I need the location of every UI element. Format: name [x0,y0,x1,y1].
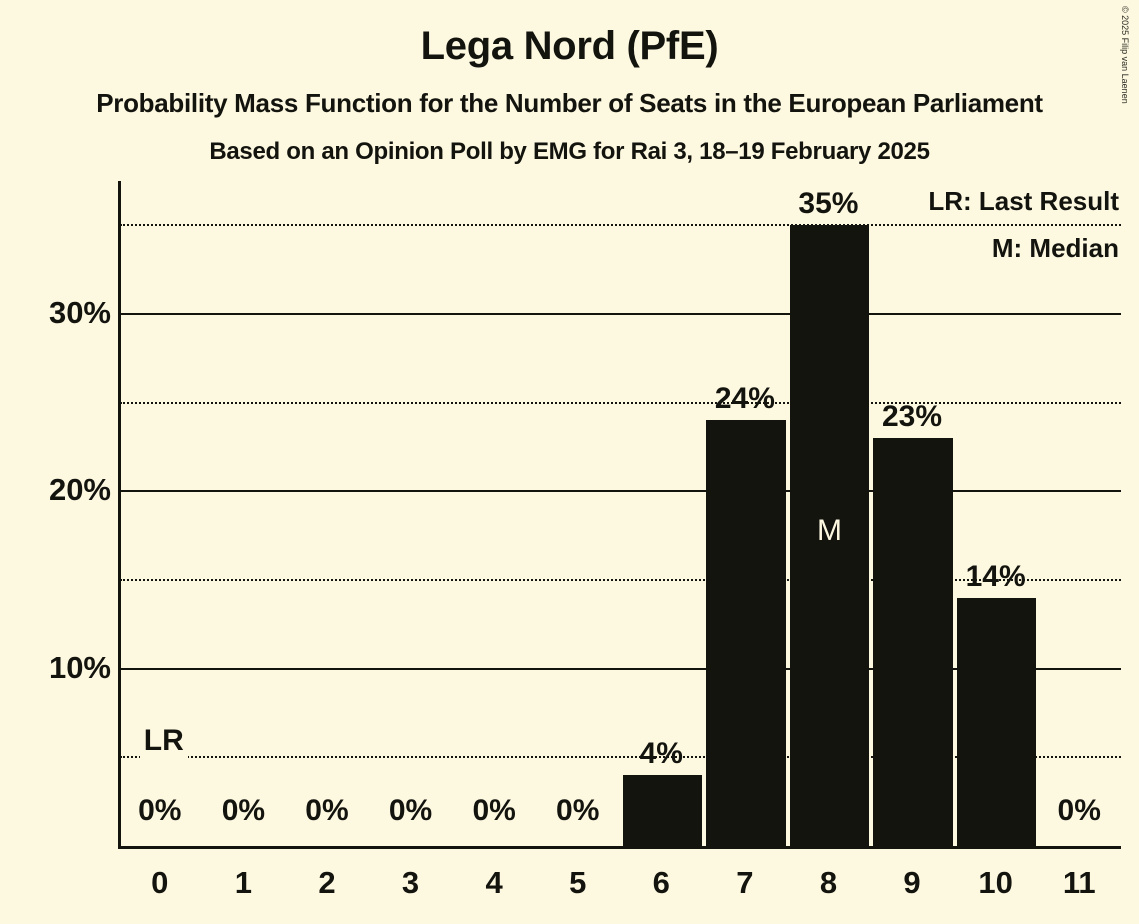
bar[interactable] [706,420,786,846]
gridline-30 [120,313,1121,315]
x-tick-label: 10 [978,865,1013,900]
bar-value-label: 23% [882,400,943,434]
y-tick-label: 30% [48,295,111,330]
x-tick-label: 6 [652,865,670,900]
bar-value-label: 24% [714,382,775,416]
copyright-notice: © 2025 Filip van Laenen [1120,4,1137,134]
bar-value-label: 14% [965,559,1026,593]
bar-value-label: 4% [639,737,683,771]
legend-median: M: Median [991,233,1119,263]
bar-value-label: 0% [472,794,516,827]
bar-value-label: 0% [221,794,266,827]
legend-last-result: LR: Last Result [928,186,1119,216]
bar[interactable] [956,597,1037,846]
x-tick-label: 8 [819,865,838,900]
x-tick-label: 3 [401,865,420,900]
x-tick-label: 11 [1062,865,1096,900]
gridline-5 [120,756,1121,759]
bar-value-label: 0% [1057,794,1101,827]
x-axis-line [118,846,1121,849]
bar-value-label: 0% [305,794,349,827]
x-tick-label: 5 [569,865,587,900]
gridline-10 [120,667,1121,670]
gridline-35 [120,224,1121,227]
gridline-25 [120,401,1121,404]
y-tick-label: 10% [48,649,111,685]
median-marker: M [816,513,842,547]
page-title: Lega Nord (PfE) [420,24,719,68]
x-tick-label: 9 [903,865,921,900]
bar-value-label: 35% [798,187,859,221]
gridline-15 [120,579,1121,581]
x-tick-label: 1 [234,865,252,900]
gridline-20 [120,490,1121,493]
x-tick-label: 4 [485,865,503,900]
y-tick-label: 20% [48,472,111,508]
copyright-text: © 2025 Filip van Laenen [1120,6,1130,104]
bar[interactable] [873,438,953,846]
bar-value-label: 0% [388,794,433,827]
chart-subtitle: Probability Mass Function for the Number… [96,88,1043,118]
x-tick-label: 0 [151,865,169,900]
bar-value-label: 0% [556,794,600,827]
bar[interactable] [622,775,703,846]
chart-source-note: Based on an Opinion Poll by EMG for Rai … [209,138,930,165]
y-axis-line [118,181,121,849]
last-result-marker: LR [139,724,188,759]
x-tick-label: 7 [736,865,754,900]
plot-area: M LR [118,181,1121,849]
plot-inner: M LR [118,181,1121,849]
bar-value-label: 0% [138,794,182,827]
x-tick-label: 2 [318,865,336,900]
bar[interactable]: M [789,225,870,846]
